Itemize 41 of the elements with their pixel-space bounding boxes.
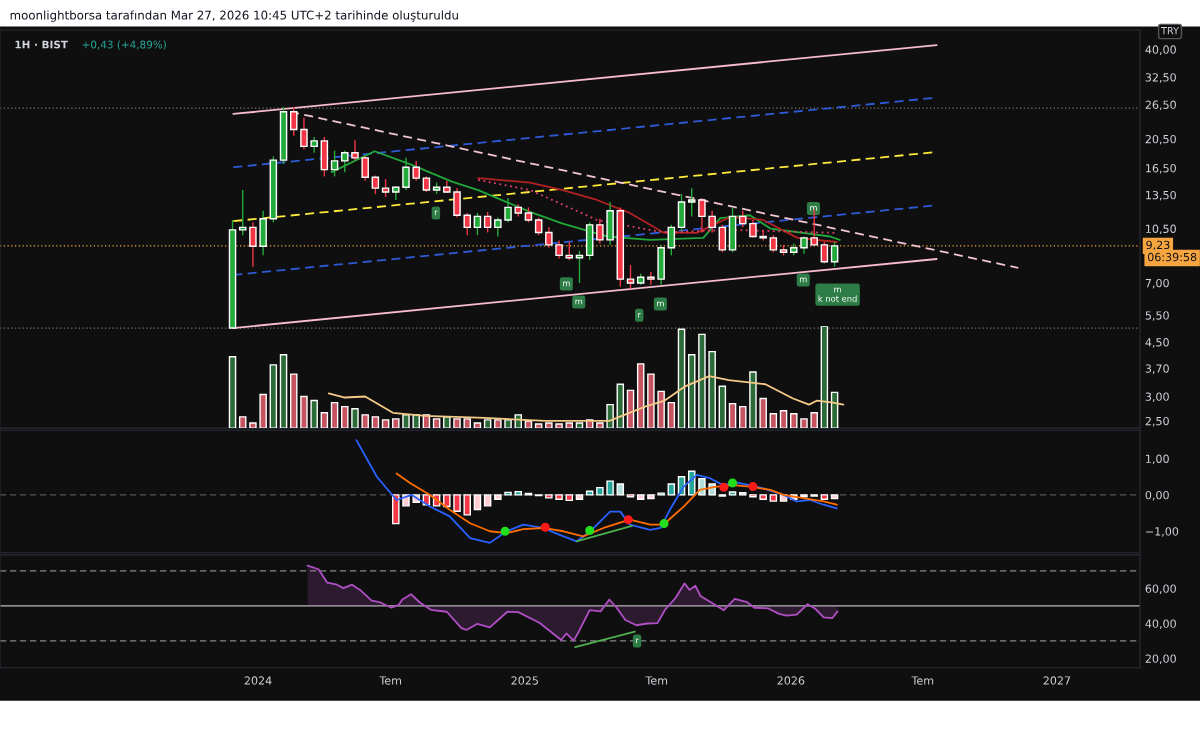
y-tick-label: −1,00 [1146, 527, 1179, 537]
y-tick-label: 40,00 [1145, 619, 1176, 629]
y-tick-label: 3,00 [1145, 392, 1169, 402]
annotation: m k not end [818, 287, 857, 302]
y-tick-label: 32,50 [1145, 73, 1176, 83]
annotation: r [434, 210, 438, 216]
x-tick-label: 2027 [1043, 676, 1071, 685]
ref-line-label: 9,23 [1146, 240, 1170, 251]
text: 1H · BIST [15, 40, 68, 49]
y-tick-label: 1,00 [1146, 454, 1169, 465]
y-tick-label: 40,00 [1145, 45, 1176, 55]
x-tick-label: Tem [645, 676, 668, 685]
chart-title: moonlightborsa tarafından Mar 27, 2026 10:45 UTC+2 tarihinde oluşturuldu [10, 10, 458, 22]
y-tick-label: 20,00 [1145, 654, 1176, 664]
x-tick-label: 2026 [777, 676, 805, 685]
y-tick-label: 20,50 [1145, 134, 1176, 145]
annotation: m [799, 277, 807, 283]
x-tick-label: 2024 [244, 676, 272, 685]
x-tick-label: Tem [379, 676, 402, 685]
y-tick-label: 5,50 [1145, 311, 1169, 321]
y-tick-label: 3,70 [1145, 364, 1169, 374]
text: TRY [1160, 27, 1180, 35]
annotation: r [636, 638, 639, 644]
y-tick-label: 0,00 [1145, 490, 1169, 501]
annotation: m [563, 281, 570, 287]
x-tick-label: Tem [911, 676, 934, 685]
y-tick-label: 16,50 [1146, 164, 1176, 174]
y-tick-label: 4,50 [1145, 338, 1169, 348]
y-tick-label: 2,50 [1145, 416, 1169, 427]
x-tick-label: 2025 [511, 676, 538, 685]
text: 06:39:58 [1147, 252, 1197, 262]
annotation: m [575, 299, 583, 305]
y-tick-label: 10,50 [1146, 224, 1176, 235]
y-tick-label: 7,00 [1145, 278, 1169, 289]
annotation: m [810, 206, 817, 211]
annotation: r [638, 312, 641, 318]
y-tick-label: 26,50 [1145, 100, 1176, 111]
y-tick-label: 60,00 [1145, 584, 1176, 594]
y-tick-label: 13,50 [1146, 190, 1176, 201]
annotation: +0,43 (+4,89%) [82, 40, 166, 50]
annotation: m [657, 301, 664, 307]
